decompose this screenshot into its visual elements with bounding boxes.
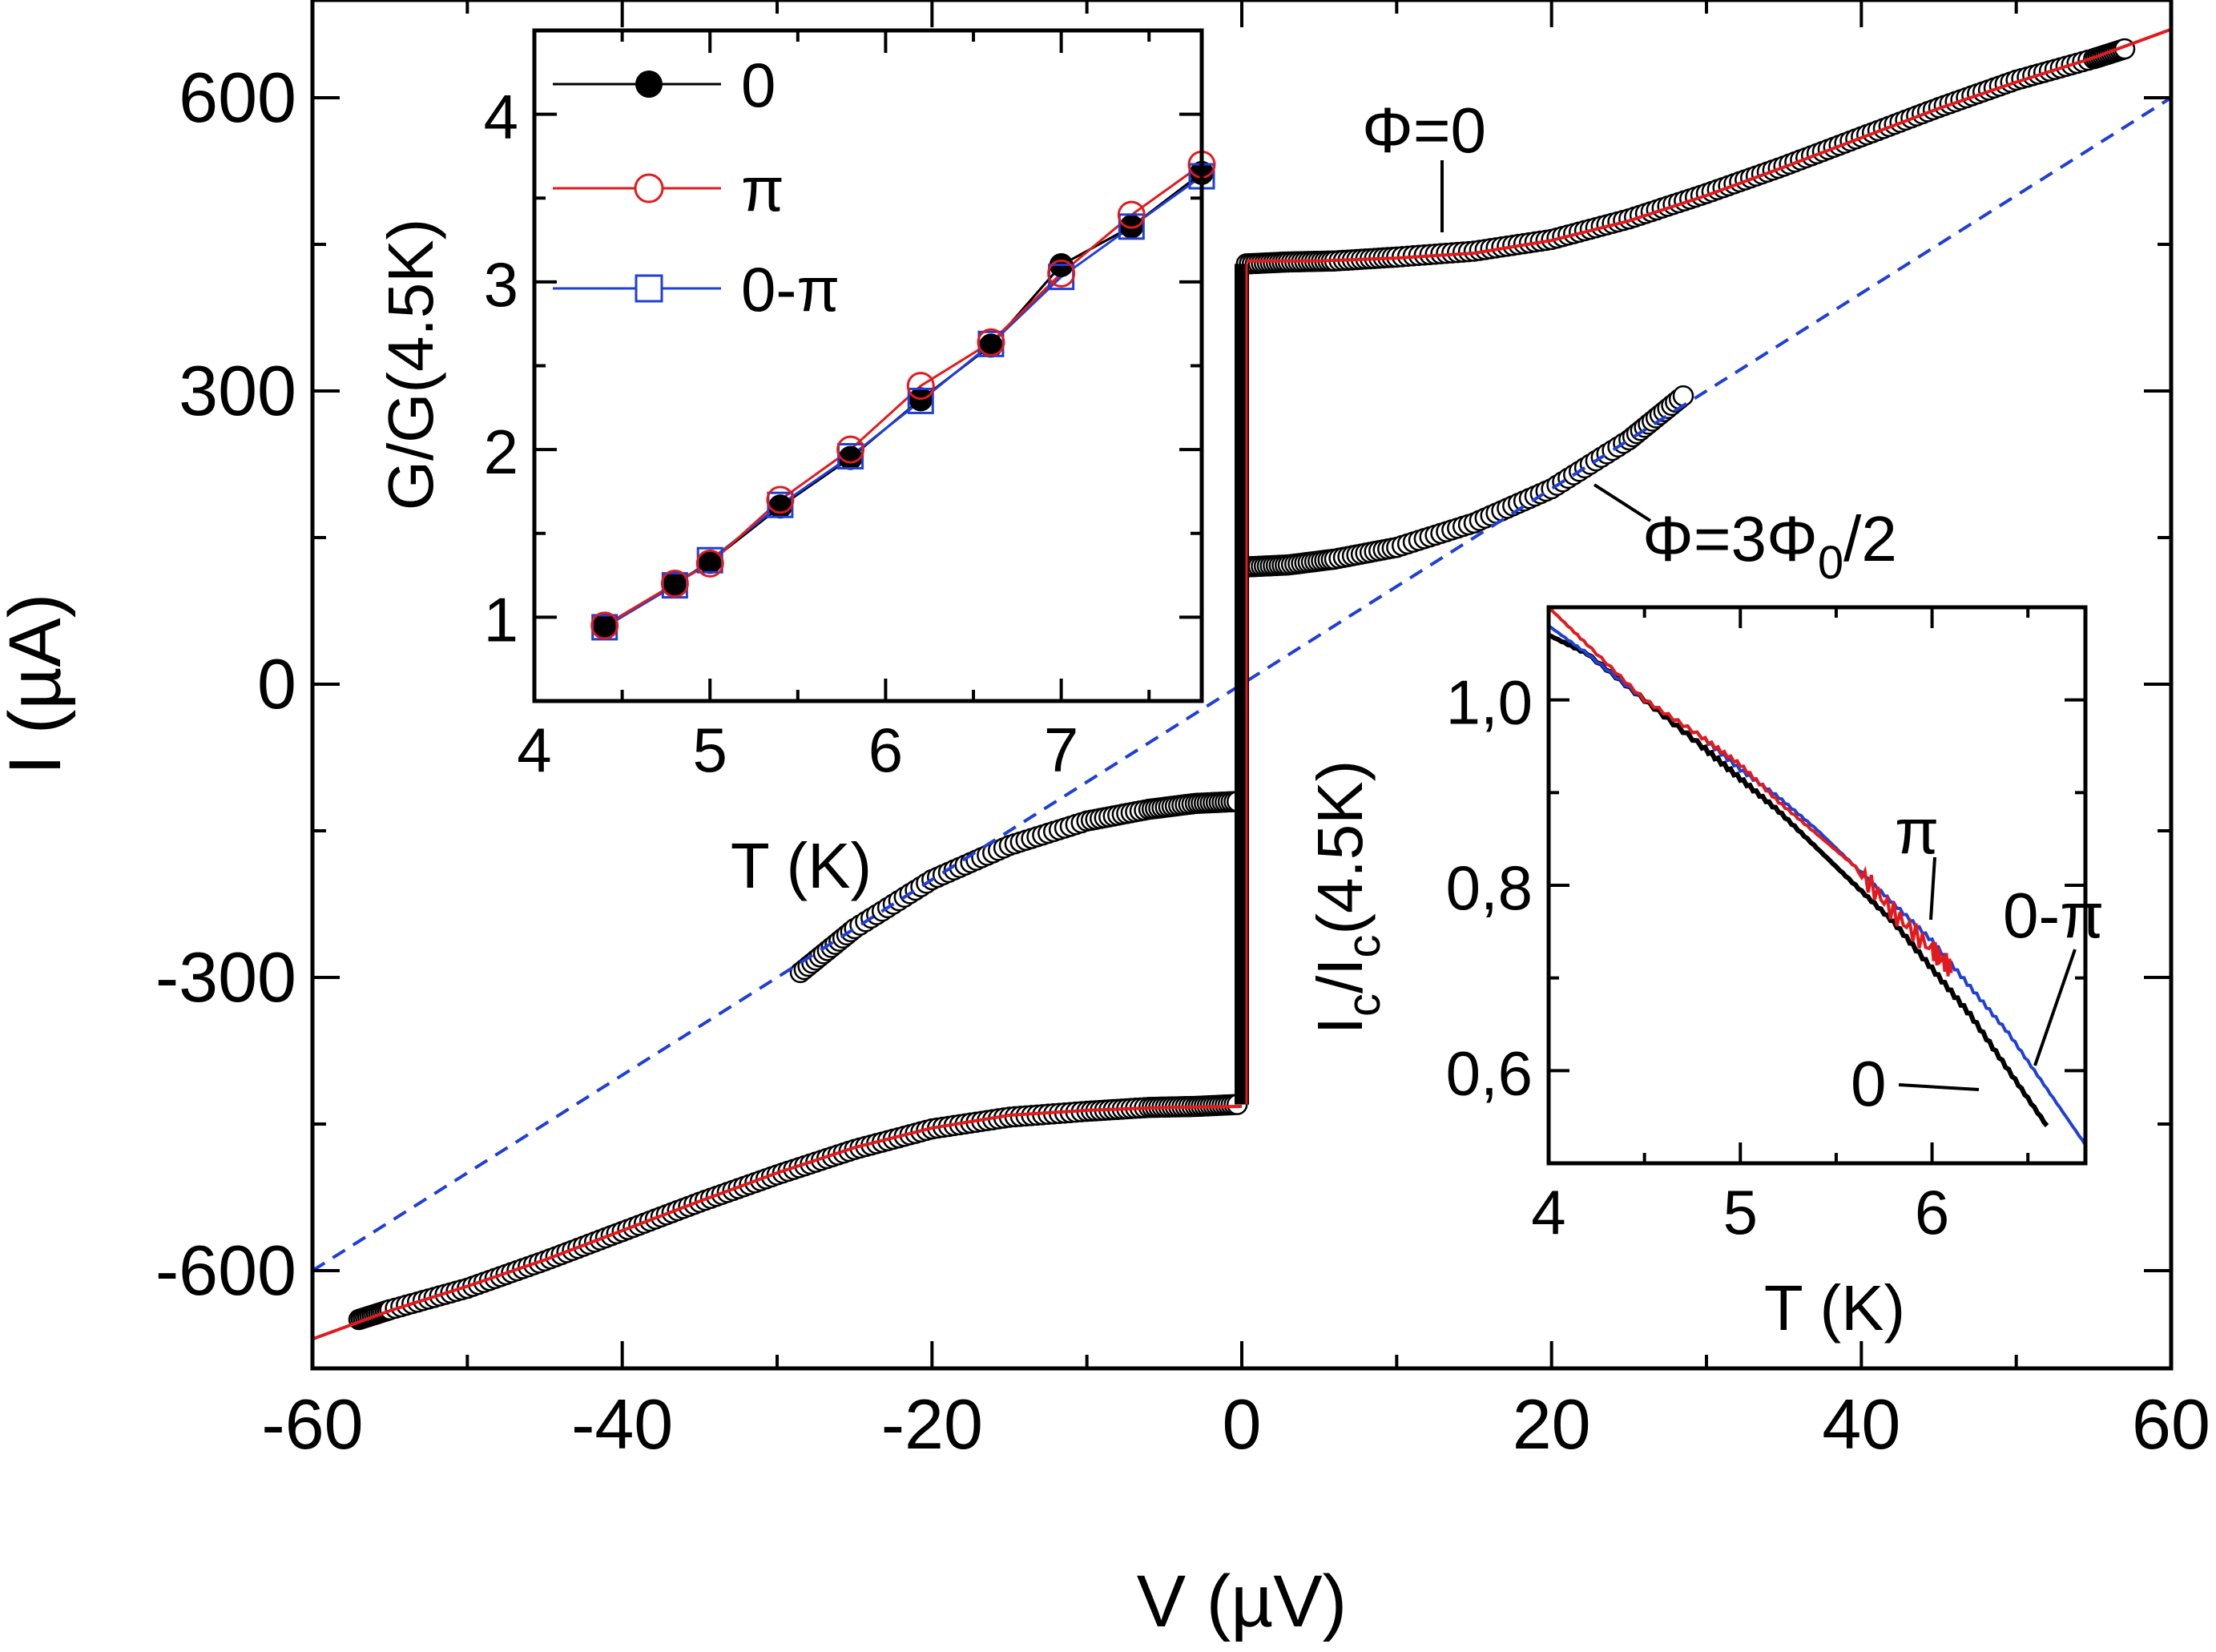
- inset2-y-tick-label: 0,6: [1446, 1038, 1533, 1108]
- main-x-tick-label: -40: [571, 1384, 673, 1464]
- main-y-tick-label: 300: [179, 351, 296, 430]
- inset1-pi-marker: [977, 328, 1005, 357]
- main-x-tick-label: 0: [1223, 1384, 1262, 1464]
- inset1-pi-line: [603, 163, 1203, 627]
- inset1-pi-marker: [660, 570, 689, 598]
- inset1-background: [534, 30, 1202, 701]
- inset2-clipped-layer: [1549, 607, 2085, 1146]
- phi-3phi0-2-data-point: [1672, 385, 1694, 407]
- phi32-annotation-pointer: [1593, 483, 1652, 522]
- inset-conductance: 4 5 6 7 1 2 3 4 0 π 0-π T (K) G/G(4.5K): [375, 28, 1216, 901]
- main-y-tick-label: -300: [155, 937, 296, 1017]
- inset1-legend-0-pi-label: 0-π: [741, 254, 840, 324]
- inset-critical-current: 4 5 6 0,6 0,8 1,0 T (K) Ic/Ic(4.5K) π 0-π 0: [1304, 605, 2104, 1344]
- inset1-y-tick-label: 4: [484, 82, 518, 152]
- phi0-annotation: Φ=0: [1362, 95, 1486, 166]
- inset1-legend-0-pi-marker: [635, 274, 663, 303]
- inset1-zero-marker: [698, 550, 723, 574]
- main-x-axis-title: V (µV): [1137, 1561, 1348, 1642]
- inset1-x-tick-label: 4: [517, 715, 551, 785]
- inset1-series-layer: [590, 150, 1216, 641]
- inset2-pi-curve: [1549, 607, 1953, 977]
- inset2-x-tick-label: 6: [1915, 1177, 1949, 1247]
- inset1-zero-marker: [978, 333, 1003, 358]
- inset1-legend-pi-label: π: [741, 154, 784, 224]
- phi-3phi0-2-fit-line: [312, 96, 2171, 1272]
- inset1-y-tick-label: 3: [484, 249, 518, 320]
- inset1-legend-zero-marker: [635, 71, 663, 98]
- inset1-zero-marker: [592, 613, 617, 638]
- inset1-x-tick-label: 7: [1044, 715, 1078, 785]
- inset1-pi-marker: [695, 549, 724, 578]
- main-x-tick-label: 60: [2132, 1384, 2210, 1464]
- inset1-0-pi-marker: [907, 387, 934, 414]
- inset1-0-pi-marker: [1118, 213, 1145, 240]
- main-series-layer: [312, 27, 2171, 1341]
- inset2-x-axis-title: T (K): [1764, 1272, 1905, 1344]
- main-y-axis-title: I (µA): [0, 594, 76, 776]
- inset1-x-tick-label: 6: [868, 715, 903, 785]
- inset1-x-tick-label: 5: [693, 715, 727, 785]
- inset2-x-tick-label: 4: [1531, 1177, 1565, 1247]
- inset1-zero-marker: [663, 571, 687, 596]
- main-x-tick-label: 40: [1822, 1384, 1900, 1464]
- inset1-ticks: 4 5 6 7 1 2 3 4: [484, 29, 1202, 785]
- inset2-0pi-annotation: 0-π: [2003, 880, 2104, 951]
- main-y-tick-label: 0: [257, 644, 296, 723]
- inset1-y-axis-title: G/G(4.5K): [375, 219, 446, 511]
- inset1-pi-marker: [836, 435, 865, 464]
- main-x-tick-label: -20: [881, 1384, 983, 1464]
- inset1-pi-marker: [1047, 259, 1076, 288]
- inset1-legend-zero-label: 0: [741, 50, 776, 120]
- inset2-series-layer: [1549, 607, 2085, 1146]
- inset1-y-tick-label: 1: [484, 584, 518, 655]
- inset2-pi-pointer: [1929, 856, 1936, 921]
- main-y-tick-label: 600: [179, 58, 296, 137]
- inset1-x-axis-title: T (K): [731, 830, 872, 901]
- inset1-zero-marker: [838, 445, 863, 470]
- inset1-y-tick-label: 2: [484, 417, 518, 487]
- inset1-pi-marker: [766, 486, 795, 514]
- phi-0-fit-line-negative: [312, 1105, 1243, 1341]
- inset2-x-tick-label: 5: [1723, 1177, 1758, 1247]
- phi32-annotation: Φ=3Φ0/2: [1642, 503, 1897, 589]
- inset1-legend-pi-marker: [634, 173, 664, 203]
- main-y-tick-label: -600: [155, 1231, 296, 1310]
- main-clipped-layer: [312, 27, 2171, 1341]
- inset1-zero-marker: [768, 494, 792, 519]
- main-x-tick-label: -60: [261, 1384, 363, 1464]
- inset2-0-annotation: 0: [1851, 1048, 1887, 1119]
- main-x-tick-label: 20: [1513, 1384, 1591, 1464]
- inset2-ticks: 4 5 6 0,6 0,8 1,0: [1446, 606, 2085, 1247]
- phi-0-fit-line-positive: [1246, 27, 2171, 263]
- inset1-pi-marker: [590, 611, 619, 640]
- inset1-pi-marker: [906, 372, 935, 401]
- inset1-pi-marker: [1117, 200, 1146, 229]
- inset1-legend: 0 π 0-π: [553, 50, 840, 324]
- inset2-0pi-pointer: [2033, 949, 2077, 1066]
- inset2-y-tick-label: 0,8: [1446, 852, 1533, 923]
- inset2-y-tick-label: 1,0: [1446, 667, 1533, 738]
- inset2-background: [1549, 607, 2085, 1163]
- inset2-y-axis-title: Ic/Ic(4.5K): [1304, 760, 1390, 1035]
- inset2-0-pointer: [1898, 1083, 1980, 1091]
- inset2-pi-annotation: π: [1895, 796, 1939, 867]
